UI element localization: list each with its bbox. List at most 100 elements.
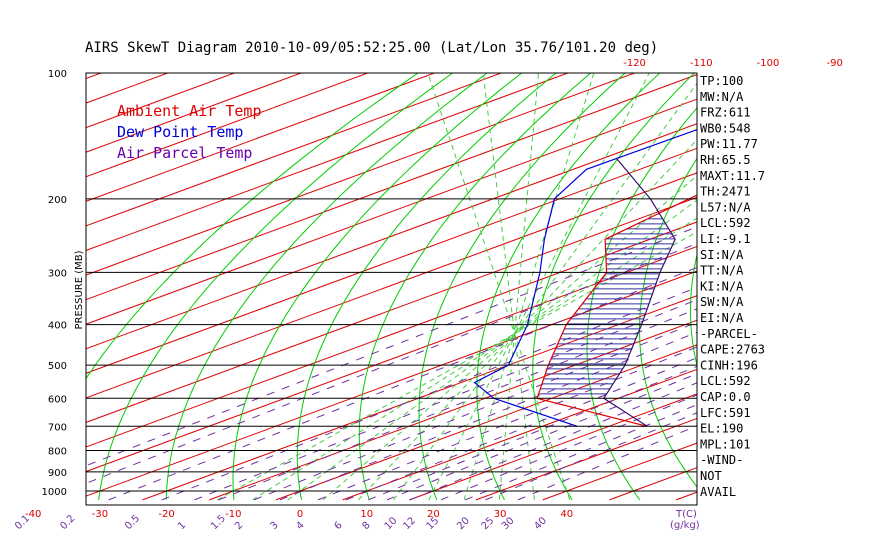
dry-adiabat-line [165,73,488,500]
dry-adiabat-line [740,54,848,500]
plot-frame [85,72,698,506]
chart-title: AIRS SkewT Diagram 2010-10-09/05:52:25.0… [85,40,658,56]
index-entry: TT:N/A [700,264,744,278]
isotherm-line [209,319,697,501]
index-entry: LCL:592 [700,216,751,230]
mixing-ratio-label: 4 [294,520,306,532]
bottom-temp-tick-label: 0 [297,509,303,520]
mixing-ratio-label: 10 [383,515,400,532]
moist-adiabat-line [498,73,540,500]
top-temperature-ticks: -120-110-100-90-80-70-60-50-40 [623,58,843,69]
index-entry: LFC:591 [700,406,751,420]
pressure-tick-label: 100 [48,69,67,80]
isotherm-line [810,54,870,500]
top-temp-tick-label: -110 [690,58,713,69]
dry-adiabat-line [476,73,661,501]
index-entry: MPL:101 [700,437,751,451]
isotherm-line [743,54,870,500]
index-entry: CAPE:2763 [700,343,765,357]
pressure-tick-label: 500 [48,361,67,372]
dry-adiabat-line [835,54,870,500]
mixing-ratio-line [86,226,697,467]
isotherm-line [275,344,697,501]
isotherm-line [86,147,697,374]
isotherm-line [86,270,697,497]
moist-adiabat-line [322,174,697,501]
isotherm-line [86,245,697,473]
mixing-ratio-label: 0.5 [123,513,142,532]
moist-adiabat-line [427,73,571,501]
isotherm-line [86,73,170,104]
isotherm-line [86,73,370,178]
sounding-profiles [473,128,697,427]
mixing-ratio-line [108,266,697,501]
mixing-ratio-line [485,412,697,501]
mixing-ratio-label: 0.2 [58,513,77,532]
top-temp-tick-label: -120 [623,58,646,69]
mixing-ratio-label: 6 [332,520,344,532]
dry-adiabat-line [418,73,626,501]
mixing-ratio-line [517,425,697,501]
mixing-ratio-line [218,308,697,501]
cape-hatch-area [538,213,675,395]
mixing-ratio-label: 3 [268,520,280,532]
bottom-temp-tick-label: -10 [225,509,241,520]
isotherm-line [86,196,697,423]
isotherm-line [86,123,697,350]
profile-parcel [602,157,676,427]
pressure-tick-label: 200 [48,195,67,206]
pressure-tick-label: 1000 [42,487,67,498]
isotherm-line [86,98,697,325]
bottom-temp-tick-label: -30 [92,509,108,520]
index-entry: NOT [700,469,722,483]
isobar-lines [86,198,697,492]
isotherm-line [86,73,436,202]
pressure-tick-label: 900 [48,468,67,479]
index-entry: SW:N/A [700,295,744,309]
bottom-temp-tick-label: 30 [494,509,507,520]
mixing-ratio-label: 40 [532,515,549,532]
moist-adiabat-line [217,231,697,501]
index-entry: MAXT:11.7 [700,169,765,183]
moist-adiabat-line [252,217,697,501]
index-entry: TP:100 [700,74,743,88]
moist-adiabat-line [393,82,697,501]
bottom-temp-tick-label: 10 [360,509,373,520]
index-entry: CINH:196 [700,358,758,372]
y-axis-label: PRESSURE (MB) [74,250,85,329]
bottom-temp-tick-label: -20 [158,509,174,520]
index-entry: CAP:0.0 [700,390,751,404]
isotherm-line [86,172,697,399]
isotherm-line [86,73,236,129]
temperature-unit-label: T(C) [675,509,697,520]
dry-adiabat-line [532,73,695,501]
index-entry: EI:N/A [700,311,744,325]
isotherm-line [86,73,303,153]
index-entry: FRZ:611 [700,106,751,120]
pressure-tick-label: 600 [48,394,67,405]
isotherm-line [342,368,697,501]
index-entry: PW:11.77 [700,137,758,151]
mixing-ratio-label: 20 [455,515,472,532]
index-entry: SI:N/A [700,248,744,262]
dry-adiabat-line [86,73,419,380]
mixing-ratio-line [86,242,697,484]
index-entry: KI:N/A [700,279,744,293]
index-entry: -WIND- [700,453,743,467]
mixing-ratio-line [317,346,697,501]
mixing-ratio-unit-label: (g/kg) [670,520,700,531]
mixing-ratio-line [386,373,697,501]
dry-adiabat-line [358,73,592,501]
index-entry: LI:-9.1 [700,232,751,246]
pressure-tick-label: 700 [48,422,67,433]
isotherm-line [409,393,697,501]
dry-adiabat-line [788,54,870,500]
bottom-temp-tick-label: -40 [25,509,41,520]
legend-dew-point-temp: Dew Point Temp [117,123,243,141]
profile-dewpoint [473,128,697,427]
isotherm-line [86,74,697,301]
mixing-ratio-label: 12 [401,515,418,532]
index-entry: TH:2471 [700,185,751,199]
mixing-ratio-line [253,321,697,501]
